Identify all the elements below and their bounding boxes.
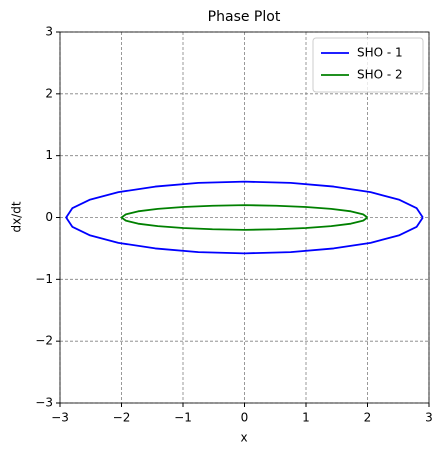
legend-box [312,37,424,93]
x-tick-label: 0 [241,411,249,425]
series-line [120,204,369,231]
x-axis-label: x [240,431,247,445]
chart-title: Phase Plot [208,9,281,25]
y-tick-label: 1 [45,148,53,162]
legend-label: SHO - 1 [357,46,403,60]
legend-label: SHO - 2 [357,68,403,82]
y-axis-label: dx/dt [10,201,24,232]
x-tick-label: 3 [425,411,433,425]
x-tick-label: 1 [302,411,310,425]
y-tick-label: −3 [35,396,53,410]
y-tick-label: 2 [45,86,53,100]
x-tick-label: 2 [364,411,372,425]
y-tick-label: −1 [35,272,53,286]
y-tick-label: 3 [45,25,53,39]
y-tick-label: 0 [45,210,53,224]
x-tick-label: −1 [174,411,192,425]
x-tick-label: −2 [113,411,131,425]
series-line [65,180,424,255]
y-tick-label: −2 [35,334,53,348]
x-tick-label: −3 [51,411,69,425]
plot-frame [59,31,430,404]
